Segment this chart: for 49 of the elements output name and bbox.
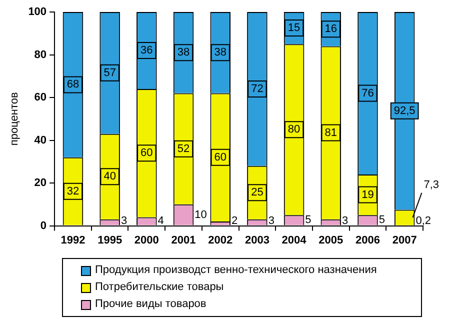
data-label: 3	[120, 214, 128, 227]
data-label: 32	[66, 185, 80, 198]
data-label: 52	[177, 142, 190, 155]
x-tick-label: 2001	[171, 234, 196, 246]
data-label: 60	[214, 151, 226, 164]
data-label: 16	[324, 23, 338, 36]
data-label: 3	[268, 214, 274, 227]
data-label: 2	[231, 214, 238, 227]
y-tick-label: 100	[28, 6, 47, 18]
x-tick-label: 2003	[244, 234, 270, 246]
legend-label: Потребительские товары	[95, 280, 224, 295]
data-label: 72	[251, 83, 264, 95]
data-label: 57	[104, 66, 116, 79]
legend-label: Прочие виды товаров	[95, 297, 206, 312]
data-label: 40	[104, 170, 116, 183]
y-tick-label: 80	[34, 48, 47, 61]
x-tick-label: 2007	[392, 234, 417, 246]
y-tick-label: 20	[34, 177, 47, 190]
data-label: 92,5	[394, 104, 416, 117]
y-tick-label: 0	[40, 220, 47, 232]
data-label: 4	[158, 214, 164, 227]
x-tick-label: 2002	[208, 234, 233, 246]
data-label: 0,2	[416, 214, 432, 227]
data-label: 38	[177, 46, 190, 59]
x-tick-label: 2004	[282, 234, 308, 246]
data-label: 76	[362, 87, 374, 100]
data-label: 5	[378, 214, 385, 226]
data-label: 5	[305, 214, 312, 226]
data-label: 25	[251, 186, 264, 199]
data-label: 10	[194, 208, 207, 221]
data-label: 19	[362, 188, 374, 201]
x-tick-label: 2000	[134, 234, 159, 246]
y-tick-label: 60	[34, 92, 47, 104]
x-tick-label: 1992	[60, 234, 86, 246]
data-label: 68	[66, 78, 80, 91]
x-tick-label: 1995	[98, 234, 122, 246]
data-label: 80	[288, 124, 300, 136]
data-label: 38	[214, 46, 226, 59]
x-tick-label: 2006	[355, 234, 380, 246]
data-label: 7,3	[424, 178, 440, 191]
legend-label: Продукция производст венно-технического назначения	[95, 263, 377, 278]
x-tick-label: 2005	[318, 234, 344, 246]
data-label: 15	[288, 22, 300, 34]
data-label: 60	[140, 147, 153, 160]
y-axis-title: процентов	[8, 92, 21, 146]
data-label: 81	[324, 126, 338, 139]
y-tick-label: 40	[34, 134, 47, 146]
data-label: 3	[342, 214, 348, 227]
data-label: 36	[140, 44, 153, 57]
